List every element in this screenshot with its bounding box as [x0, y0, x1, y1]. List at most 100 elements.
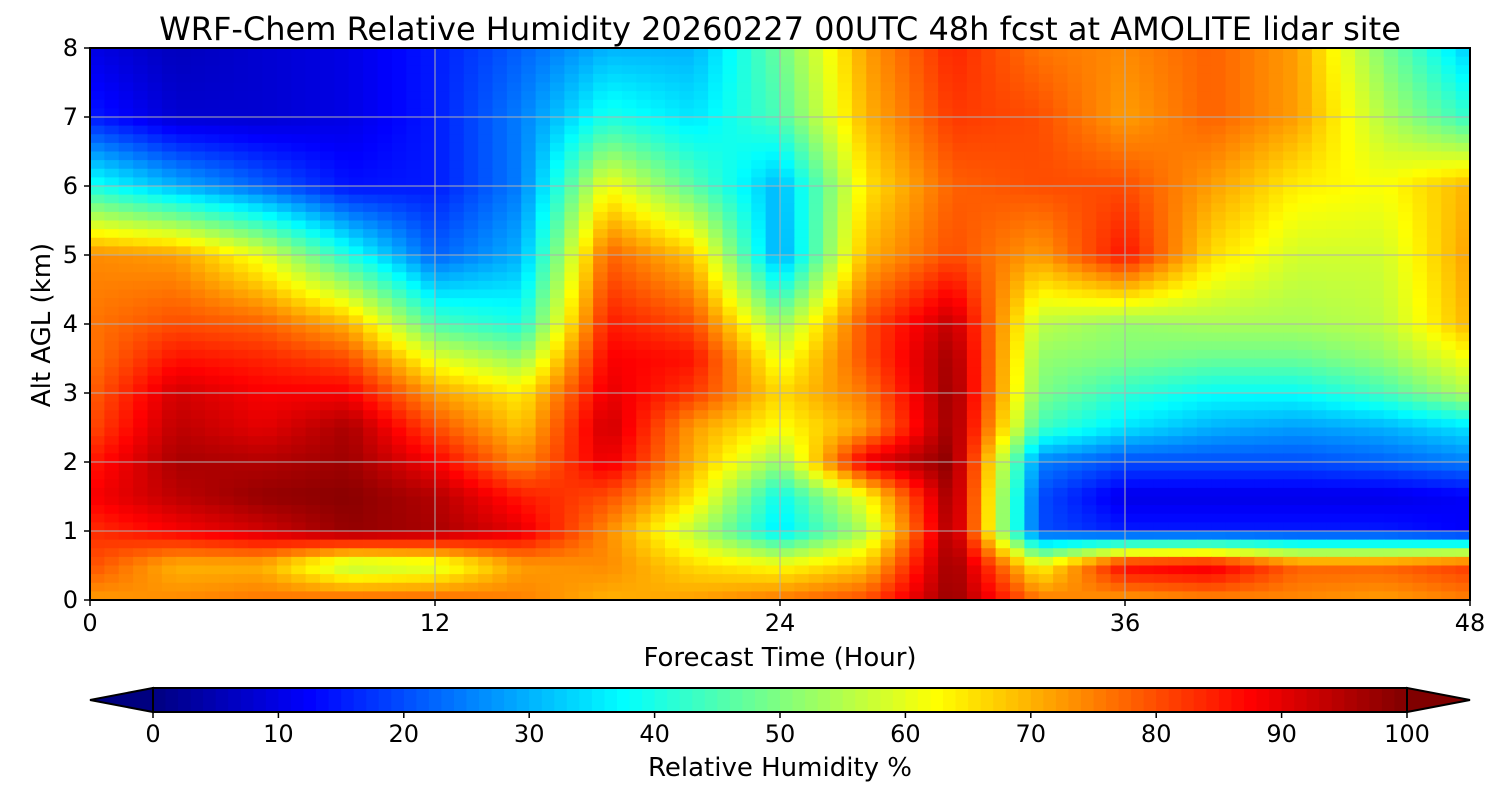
heatmap-cell [1369, 246, 1385, 256]
heatmap-cell [607, 349, 623, 360]
heatmap-cell [679, 444, 695, 454]
heatmap-cell [823, 427, 839, 437]
heatmap-cell [1398, 410, 1414, 420]
heatmap-cell [665, 298, 680, 308]
heatmap-cell [837, 168, 853, 178]
heatmap-cell [895, 427, 910, 437]
heatmap-cell [1067, 298, 1083, 308]
heatmap-cell [1383, 255, 1399, 265]
heatmap-cell [679, 462, 695, 472]
heatmap-cell [1010, 255, 1025, 265]
heatmap-cell [90, 341, 105, 351]
heatmap-cell [190, 203, 206, 213]
heatmap-cell [205, 367, 220, 377]
heatmap-cell [391, 487, 407, 498]
heatmap-cell [492, 349, 508, 360]
heatmap-cell [851, 255, 867, 265]
heatmap-cell [161, 427, 177, 437]
heatmap-cell [780, 453, 795, 463]
heatmap-cell [133, 349, 149, 360]
heatmap-cell [722, 134, 738, 144]
heatmap-cell [463, 82, 479, 92]
heatmap-cell [1168, 160, 1184, 170]
heatmap-cell [909, 203, 925, 213]
heatmap-cell [291, 332, 307, 342]
heatmap-cell [420, 255, 436, 265]
heatmap-cell [1441, 436, 1457, 446]
heatmap-cell [1153, 384, 1169, 394]
heatmap-cell [1355, 255, 1370, 265]
heatmap-cell [1053, 315, 1069, 325]
heatmap-cell [1240, 453, 1255, 463]
heatmap-cell [276, 151, 292, 161]
heatmap-cell [636, 444, 652, 454]
heatmap-cell [1240, 91, 1255, 101]
heatmap-cell [348, 211, 364, 222]
heatmap-cell [1196, 289, 1212, 299]
heatmap-cell [751, 177, 767, 187]
chart-title: WRF-Chem Relative Humidity 20260227 00UT… [159, 10, 1401, 48]
heatmap-cell [535, 237, 551, 247]
heatmap-cell [406, 280, 422, 291]
heatmap-cell [866, 479, 882, 489]
heatmap-cell [1196, 211, 1212, 222]
heatmap-cell [564, 375, 580, 385]
heatmap-cell [952, 341, 968, 351]
heatmap-cell [1182, 453, 1198, 463]
heatmap-cell [1225, 73, 1241, 84]
heatmap-cell [161, 211, 177, 222]
heatmap-cell [377, 306, 393, 316]
heatmap-cell [1297, 479, 1313, 489]
heatmap-cell [305, 375, 321, 385]
heatmap-cell [377, 470, 393, 480]
heatmap-cell [161, 73, 177, 84]
heatmap-cell [363, 65, 379, 75]
heatmap-cell [176, 142, 192, 153]
heatmap-cell [607, 427, 623, 437]
heatmap-cell [463, 418, 479, 429]
heatmap-cell [1139, 375, 1155, 385]
heatmap-cell [90, 324, 105, 334]
heatmap-cell [722, 384, 738, 394]
heatmap-cell [751, 99, 767, 109]
heatmap-cell [521, 99, 537, 109]
heatmap-cell [1426, 418, 1442, 429]
heatmap-cell [1412, 142, 1428, 153]
heatmap-cell [1168, 48, 1184, 58]
heatmap-cell [880, 470, 896, 480]
heatmap-cell [995, 125, 1011, 135]
heatmap-cell [305, 289, 321, 299]
heatmap-cell [995, 470, 1011, 480]
heatmap-cell [535, 91, 551, 101]
heatmap-cell [780, 375, 795, 385]
heatmap-cell [262, 470, 278, 480]
heatmap-cell [636, 177, 652, 187]
heatmap-cell [1182, 436, 1198, 446]
heatmap-cell [751, 73, 767, 84]
heatmap-cell [981, 73, 997, 84]
heatmap-cell [765, 82, 781, 92]
heatmap-cell [1125, 298, 1140, 308]
heatmap-cell [492, 306, 508, 316]
heatmap-cell [348, 444, 364, 454]
heatmap-cell [118, 401, 134, 411]
heatmap-cell [420, 168, 436, 178]
heatmap-cell [995, 134, 1011, 144]
heatmap-cell [449, 151, 465, 161]
heatmap-cell [478, 332, 494, 342]
heatmap-cell [1067, 151, 1083, 161]
heatmap-cell [521, 418, 537, 429]
heatmap-cell [104, 358, 120, 368]
heatmap-cell [118, 56, 134, 66]
heatmap-cell [607, 82, 623, 92]
heatmap-cell [837, 160, 853, 170]
heatmap-cell [679, 479, 695, 489]
heatmap-cell [1125, 211, 1140, 222]
heatmap-cell [780, 410, 795, 420]
heatmap-cell [837, 332, 853, 342]
heatmap-cell [1067, 470, 1083, 480]
heatmap-cell [708, 117, 724, 127]
heatmap-cell [334, 367, 350, 377]
heatmap-cell [1182, 384, 1198, 394]
heatmap-cell [780, 177, 795, 187]
